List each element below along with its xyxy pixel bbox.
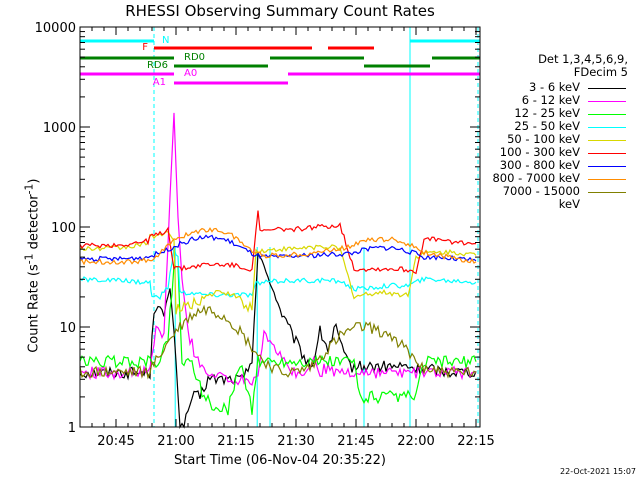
legend-swatch-8: [588, 192, 626, 193]
flag-label-2: RD0: [184, 52, 205, 63]
flag-label-0: N: [162, 35, 169, 46]
legend-label-6: 300 - 800 keV: [499, 158, 580, 172]
y-tick-label-1: 10: [59, 321, 76, 336]
y-tick-label-4: 10000: [35, 21, 76, 36]
legend-swatch-0: [588, 88, 626, 89]
legend-label-0: 3 - 6 keV: [529, 80, 580, 94]
flag-label-5: A1: [153, 77, 166, 88]
y-axis-label-sup1: -1: [22, 253, 36, 265]
legend-label-8: 7000 - 15000 keV: [502, 184, 580, 211]
legend-label-4: 50 - 100 keV: [507, 132, 580, 146]
y-axis-label-mid: detector: [26, 194, 42, 254]
y-axis-label-sup2: -1: [22, 183, 36, 195]
y-tick-label-3: 1000: [43, 121, 76, 136]
y-axis-label-main: Count Rate (s: [26, 264, 42, 353]
series-lines: [79, 112, 477, 429]
chart-title: RHESSI Observing Summary Count Rates: [125, 2, 435, 20]
flag-label-1: F: [142, 42, 148, 53]
series-line-4: [80, 230, 477, 315]
flag-label-3: RD6: [147, 60, 168, 71]
x-tick-label-3: 21:30: [277, 434, 314, 449]
decimation-label: FDecim 5: [573, 65, 628, 79]
legend-label-2: 12 - 25 keV: [514, 106, 580, 120]
x-tick-label-1: 21:00: [157, 434, 194, 449]
flag-bars: N F RD0 RD6 A0 A1: [80, 35, 480, 88]
y-axis-label: Count Rate (s-1 detector-1): [22, 166, 41, 366]
flag-label-4: A0: [184, 68, 197, 79]
timestamp: 22-Oct-2021 15:07: [560, 467, 636, 476]
y-tick-label-0: 1: [68, 421, 76, 436]
series-line-2: [79, 264, 477, 416]
axis-ticks: 20:45 21:00 21:15 21:30 21:45 22:00 22:15 1 10 10…: [35, 21, 495, 449]
legend-label-7: 800 - 7000 keV: [492, 171, 580, 185]
x-tick-label-6: 22:15: [457, 434, 494, 449]
legend-label-1: 6 - 12 keV: [521, 93, 580, 107]
series-line-5: [79, 210, 477, 275]
y-axis-label-end: ): [26, 178, 42, 184]
series-line-6: [79, 234, 477, 263]
legend-swatch-6: [588, 166, 626, 167]
x-tick-label-4: 21:45: [337, 434, 374, 449]
x-tick-label-5: 22:00: [397, 434, 434, 449]
x-tick-label-2: 21:15: [217, 434, 254, 449]
legend-label-5: 100 - 300 keV: [499, 145, 580, 159]
x-axis-label: Start Time (06-Nov-04 20:35:22): [174, 453, 386, 468]
y-tick-label-2: 100: [51, 221, 76, 236]
legend-swatch-2: [588, 114, 626, 115]
series-line-1: [79, 112, 477, 386]
legend-swatch-1: [588, 101, 626, 102]
legend-swatch-7: [588, 179, 626, 180]
legend-swatch-3: [588, 127, 626, 128]
legend-swatch-4: [588, 140, 626, 141]
series-line-8: [79, 304, 477, 380]
legend-swatch-5: [588, 153, 626, 154]
series-line-3: [79, 247, 477, 301]
legend-label-3: 25 - 50 keV: [514, 119, 580, 133]
series-line-7: [79, 227, 477, 266]
series-line-0: [79, 250, 477, 429]
x-tick-label-0: 20:45: [97, 434, 134, 449]
detector-list: Det 1,3,4,5,6,9,: [538, 52, 628, 66]
